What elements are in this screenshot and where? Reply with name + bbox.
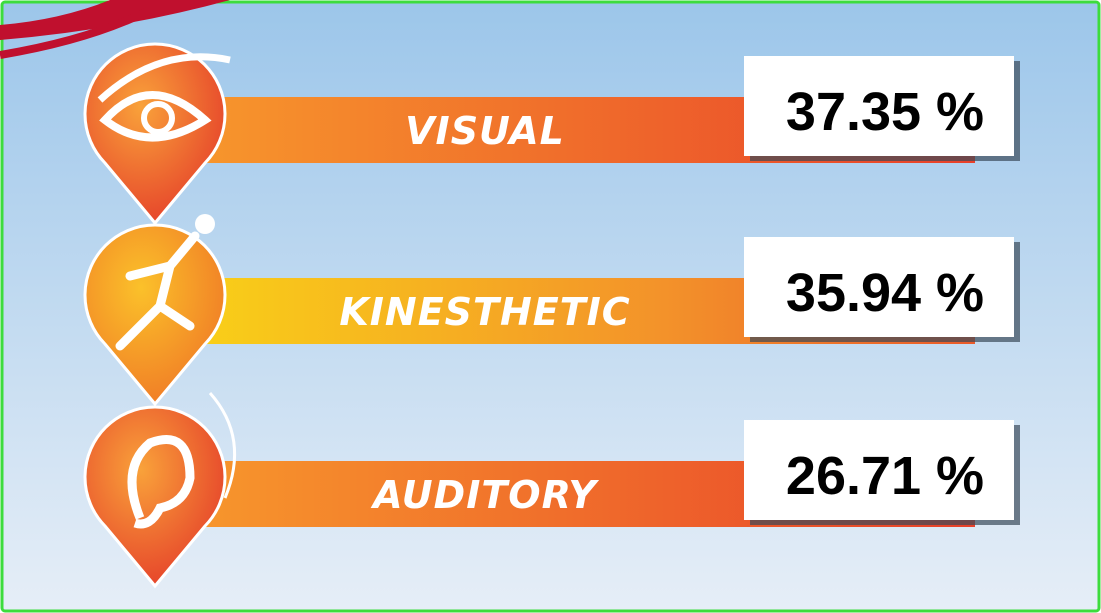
value-box — [744, 237, 1014, 337]
runner-head — [195, 214, 215, 234]
rows: VISUAL 37.35 % KINESTHETIC 35.94 % AUDITORY 2… — [83, 42, 1020, 589]
sound-wave — [208, 392, 237, 499]
value-label: 37.35 % — [786, 82, 984, 142]
value-label: 26.71 % — [786, 446, 984, 506]
eye-pupil — [141, 101, 175, 135]
row: VISUAL 37.35 % — [83, 42, 1020, 226]
corner-arc — [0, 6, 152, 59]
value-box — [744, 420, 1014, 520]
eye-brow — [97, 53, 231, 103]
value-label: 35.94 % — [786, 263, 984, 323]
row: KINESTHETIC 35.94 % — [83, 214, 1020, 407]
category-label: KINESTHETIC — [339, 290, 630, 334]
row: AUDITORY 26.71 % — [83, 392, 1020, 589]
corner-logo — [0, 0, 230, 40]
category-label: VISUAL — [405, 109, 565, 153]
eye-icon — [99, 91, 212, 142]
category-label: AUDITORY — [370, 473, 599, 517]
value-box — [744, 56, 1014, 156]
runner-icon — [115, 231, 200, 351]
ear-icon — [127, 435, 195, 529]
